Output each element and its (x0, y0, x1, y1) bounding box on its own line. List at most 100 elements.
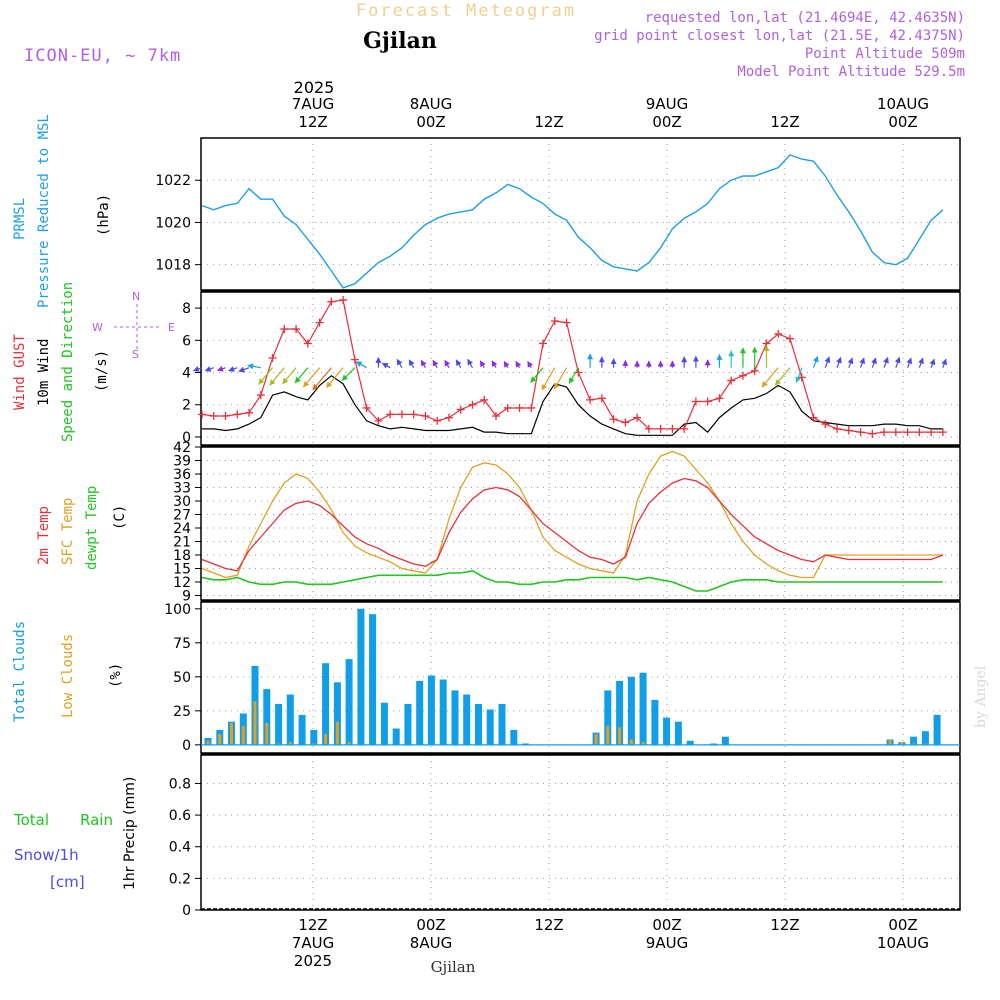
gust-marker (680, 424, 689, 433)
low-clouds-bar (594, 734, 598, 745)
wind-direction-arrow (836, 356, 842, 368)
rain-label: Rain (80, 811, 113, 829)
y-tick-label: 36 (173, 467, 191, 483)
y-tick-label: 25 (173, 704, 191, 720)
temp-unit: (C) (112, 505, 128, 530)
y-tick-label: 0 (182, 903, 191, 919)
low-clouds-bar (206, 740, 210, 745)
speed-direction-label: Speed and Direction (60, 282, 76, 442)
total-clouds-bar (616, 680, 624, 745)
wind-direction-arrow (530, 367, 544, 383)
wind-direction-arrow (326, 367, 344, 388)
precip-unit: 1hr Precip (mm) (122, 777, 138, 890)
total-clouds-bar (604, 690, 612, 745)
y-tick-label: 30 (173, 494, 191, 510)
bottom-hour-label: 00Z (652, 916, 681, 934)
dewpt-temp-line (201, 569, 943, 592)
super-title: Forecast Meteogram (356, 1, 576, 21)
total-clouds-bar (510, 729, 518, 745)
model-label: ICON-EU, ~ 7km (24, 46, 181, 66)
gust-marker (738, 371, 747, 380)
y-tick-label: 27 (173, 508, 191, 524)
credit-watermark: by Angel (973, 665, 989, 728)
low-clouds-bar (923, 743, 927, 745)
low-clouds-bar (629, 739, 633, 745)
total-clouds-bar (286, 694, 294, 745)
total-clouds-bar (498, 704, 506, 745)
low-clouds-bar (888, 739, 892, 745)
clouds-panel: 0 25 50 75 100 (164, 601, 961, 754)
gust-marker (503, 403, 512, 412)
top-year-label: 2025 (294, 78, 335, 97)
gust-marker (256, 391, 265, 400)
y-tick-label: 50 (173, 670, 191, 686)
wind-direction-arrow (312, 367, 332, 391)
sfc-temp-line (201, 450, 943, 579)
gust-marker (644, 424, 653, 433)
wind-direction-arrow (883, 356, 889, 368)
wind-labels: Wind GUST 10m Wind Speed and Direction (… (12, 282, 175, 442)
gust-marker (809, 413, 818, 422)
total-label: Total (13, 811, 49, 829)
wind-direction-arrow (294, 367, 309, 384)
total-clouds-bar (298, 714, 306, 745)
low-clouds-bar (347, 742, 351, 745)
precipitation-frame (200, 754, 961, 911)
gust-marker (327, 297, 336, 306)
wind-direction-arrow (906, 357, 913, 368)
gust-marker (633, 413, 642, 422)
low-clouds-bar (912, 743, 916, 745)
low-clouds-bar (277, 743, 281, 745)
gust-marker (891, 428, 900, 437)
gust-marker (397, 410, 406, 419)
wind-direction-arrow (228, 366, 238, 372)
y-tick-label: 8 (182, 301, 191, 317)
gust-marker (527, 403, 536, 412)
gust-marker (456, 405, 465, 414)
compass-n: N (132, 290, 140, 303)
requested-coords: requested lon,lat (21.4694E, 42.4635N) (645, 10, 965, 26)
gust-marker (597, 394, 606, 403)
wind-direction-arrow (515, 360, 522, 368)
gust-marker (350, 355, 359, 364)
sfc-temp-label: SFC Temp (60, 498, 76, 565)
compass-w: W (92, 321, 103, 334)
y-tick-label: 18 (173, 548, 191, 564)
total-clouds-bar (910, 736, 918, 745)
location-title: Gjilan (363, 28, 437, 54)
gust-marker (468, 400, 477, 409)
temp-labels: 2m Temp SFC Temp dewpt Temp (C) (36, 486, 128, 570)
wind-direction-arrow (247, 363, 261, 370)
gust-marker (609, 415, 618, 424)
grid-coords: grid point closest lon,lat (21.5E, 42.43… (594, 28, 965, 44)
wind-direction-arrow (503, 360, 510, 368)
temperature-frame (200, 446, 961, 601)
wind-direction-arrow (217, 365, 226, 372)
total-clouds-bar (439, 679, 447, 745)
gust-marker (856, 428, 865, 437)
wind-direction-arrow (238, 366, 250, 373)
gust-marker (198, 410, 206, 419)
compass-e: E (168, 321, 175, 334)
gust-marker (374, 416, 383, 425)
bottom-date-label: 9AUG (646, 934, 688, 952)
y-tick-label: 33 (173, 481, 191, 497)
pressure-labels: PRMSL Pressure Reduced to MSL (hPa) (12, 114, 112, 308)
y-tick-label: 0.8 (169, 776, 191, 792)
low-clouds-bar (265, 723, 269, 745)
gust-marker (245, 408, 254, 417)
y-tick-label: 0.6 (169, 808, 191, 824)
pressure-frame (200, 137, 961, 291)
bottom-year-label: 2025 (294, 952, 332, 970)
wind-frame (200, 291, 961, 446)
gust-marker (444, 413, 453, 422)
total-clouds-bar (451, 690, 459, 745)
total-clouds-bar (333, 682, 341, 745)
point-altitude: Point Altitude 509m (805, 46, 965, 62)
gust-marker (868, 429, 877, 438)
total-clouds-bar (686, 740, 694, 745)
wind-direction-arrow (941, 358, 947, 368)
wind-gust-line (201, 299, 943, 435)
